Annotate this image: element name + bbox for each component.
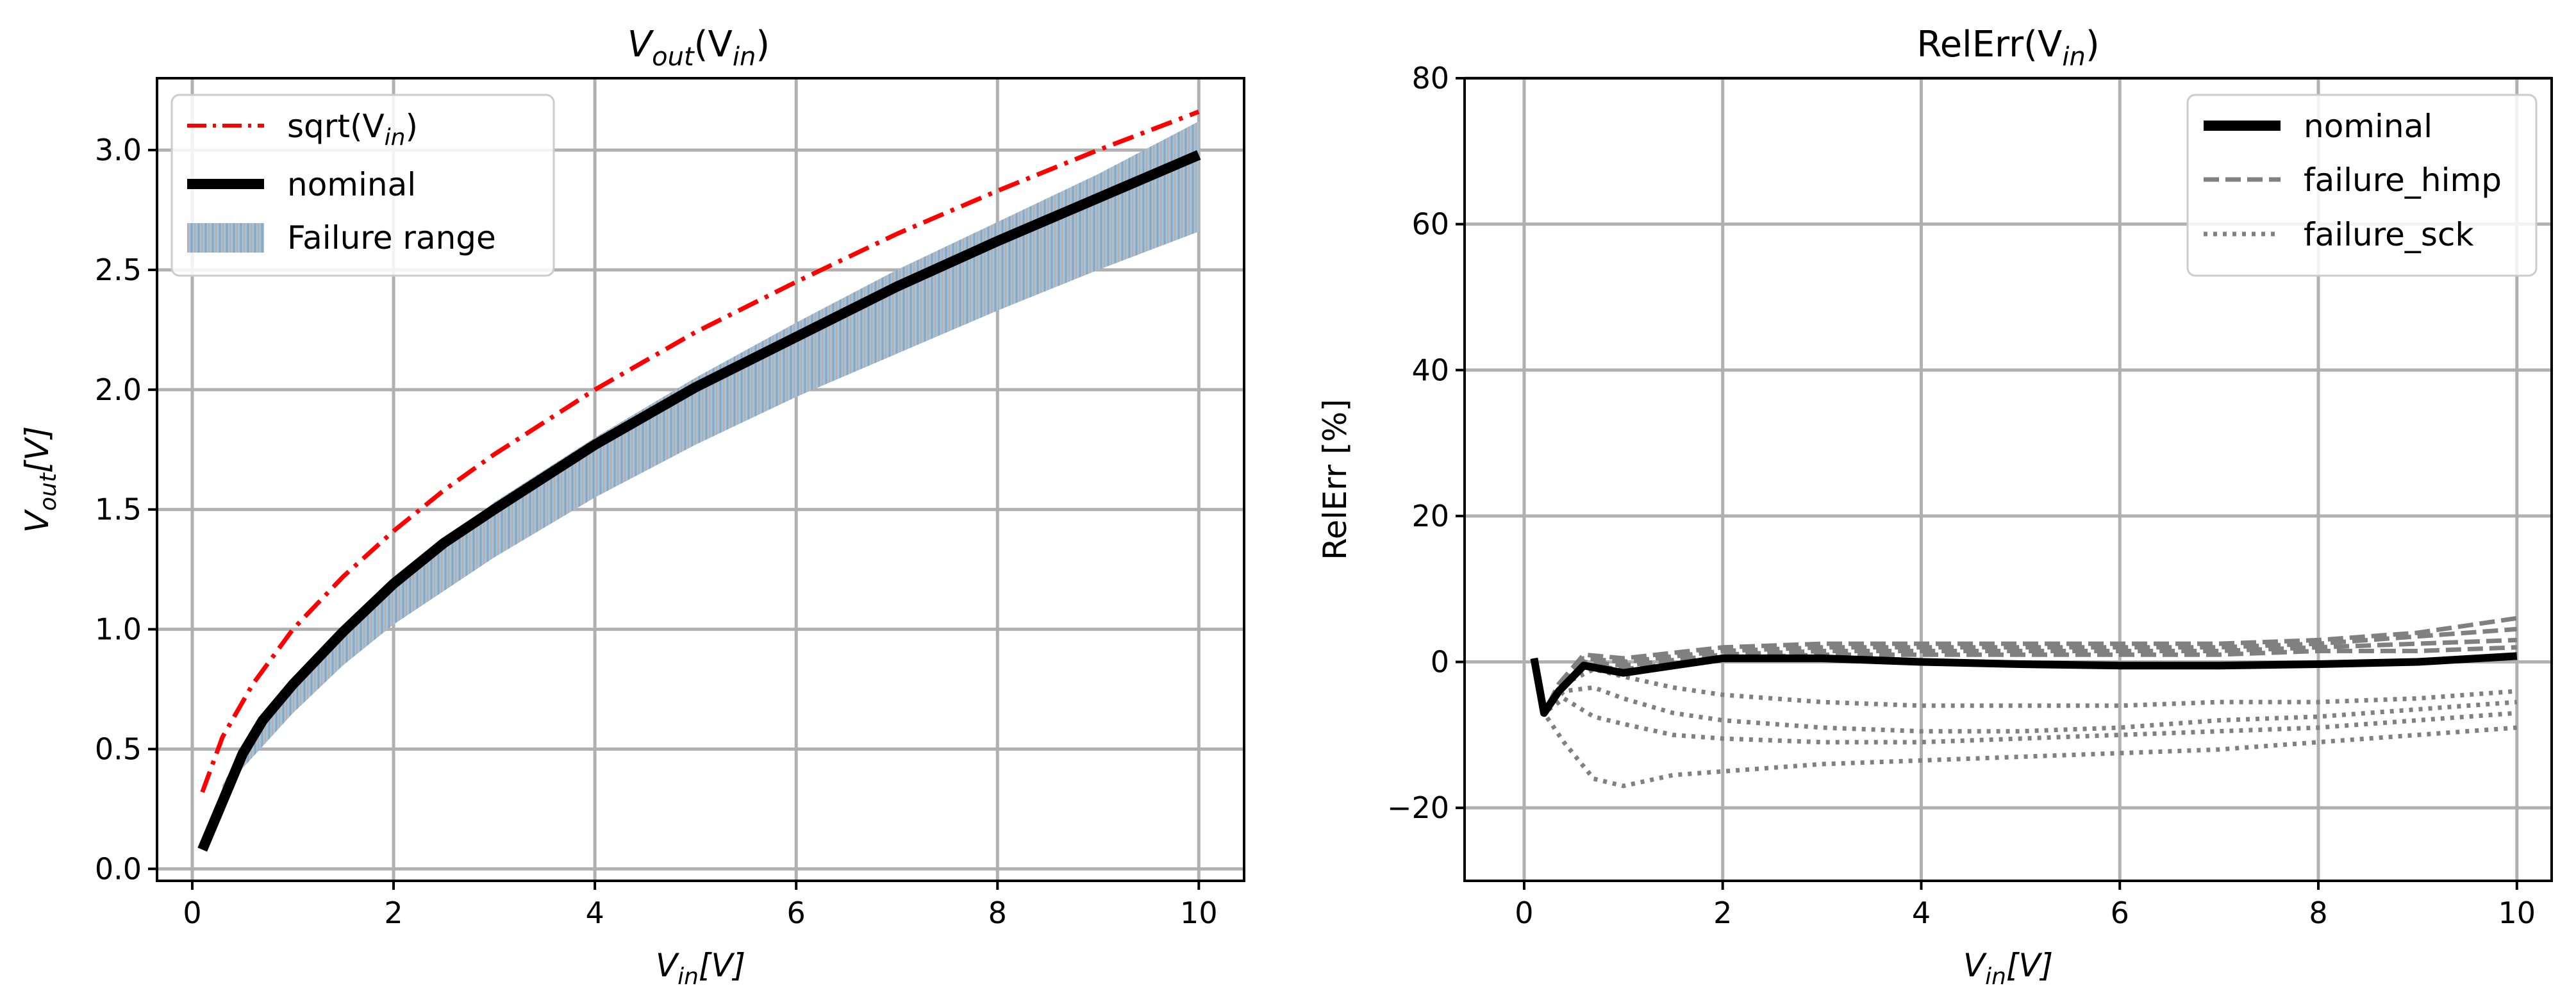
legend-label-sqrt: sqrt(Vin) [287, 108, 418, 151]
right-legend-box [2186, 94, 2538, 277]
right-ytick-label-3: 40 [1411, 353, 1449, 387]
left-ytick-label-0: 0.0 [95, 851, 142, 886]
right-xtick-label-1: 2 [1713, 896, 1732, 930]
right-chart: RelErr(Vin) 0 2 4 6 8 10 −20 0 20 40 60 80 Vin[V] R… [1317, 24, 2553, 990]
failure-range-band [222, 121, 1199, 797]
right-series [1530, 615, 2518, 789]
legend-label-failure-sck: failure_sck [2304, 216, 2473, 253]
legend-swatch-failure-range [187, 223, 264, 253]
legend-label-failure-himp: failure_himp [2304, 162, 2502, 199]
right-ytick-label-0: −20 [1387, 790, 1449, 825]
left-xtick-label-1: 2 [384, 896, 403, 930]
right-xtick-label-3: 6 [2111, 896, 2129, 930]
right-ticks: 0 2 4 6 8 10 −20 0 20 40 60 80 [1387, 61, 2536, 930]
left-chart: Vout(Vin) 0 2 4 6 8 10 0.0 0.5 1.0 1.5 2.0 2.5 3.0 V… [19, 24, 1245, 990]
left-ytick-label-6: 3.0 [95, 133, 142, 167]
right-plot-frame [1463, 77, 2553, 882]
left-xtick-label-2: 4 [585, 896, 604, 930]
left-ticks: 0 2 4 6 8 10 0.0 0.5 1.0 1.5 2.0 2.5 3.0 [95, 133, 1218, 930]
legend-label-nominal-right: nominal [2304, 108, 2432, 145]
left-band [222, 121, 1199, 797]
left-chart-title: Vout(Vin) [627, 24, 770, 72]
left-legend-box [170, 94, 555, 277]
failure-himp-2-line [1531, 626, 2518, 715]
left-plot-frame [156, 77, 1245, 882]
left-series [197, 110, 1201, 852]
right-xtick-label-4: 8 [2309, 896, 2327, 930]
left-y-axis-label: Vout[V] [19, 426, 62, 533]
left-ytick-label-5: 2.5 [95, 253, 142, 287]
left-ytick-label-1: 0.5 [95, 731, 142, 766]
right-chart-title: RelErr(Vin) [1916, 24, 2099, 72]
left-xtick-label-0: 0 [183, 896, 201, 930]
right-ytick-label-4: 60 [1411, 207, 1449, 242]
right-x-axis-label: Vin[V] [1963, 947, 2053, 990]
sqrt-vin-line [200, 110, 1200, 793]
nominal-line [1530, 652, 2518, 717]
failure-sck-1-line [1531, 661, 2518, 789]
right-ytick-label-1: 0 [1431, 645, 1449, 680]
right-xtick-label-5: 10 [2498, 896, 2536, 930]
legend-label-nominal: nominal [287, 166, 416, 203]
left-xtick-label-5: 10 [1180, 896, 1218, 930]
right-ytick-label-2: 20 [1411, 499, 1449, 533]
left-ytick-label-3: 1.5 [95, 492, 142, 527]
right-ytick-label-5: 80 [1411, 61, 1449, 96]
right-xtick-label-2: 4 [1912, 896, 1931, 930]
failure-sck-3-line [1531, 661, 2518, 734]
failure-sck-4-line [1531, 661, 2518, 715]
left-ytick-label-2: 1.0 [95, 612, 142, 647]
legend-label-failure-range: Failure range [287, 219, 496, 256]
right-xtick-label-0: 0 [1515, 896, 1533, 930]
left-legend: sqrt(Vin) nominal Failure range [170, 94, 555, 277]
nominal-line-left [197, 150, 1201, 852]
left-ytick-label-4: 2.0 [95, 372, 142, 407]
left-x-axis-label: Vin[V] [656, 947, 745, 990]
right-legend: nominal failure_himp failure_sck [2186, 94, 2538, 277]
left-xtick-label-3: 6 [787, 896, 806, 930]
left-xtick-label-4: 8 [988, 896, 1007, 930]
failure-sck-2-line [1531, 661, 2518, 745]
right-y-axis-label: RelErr [%] [1317, 399, 1354, 560]
